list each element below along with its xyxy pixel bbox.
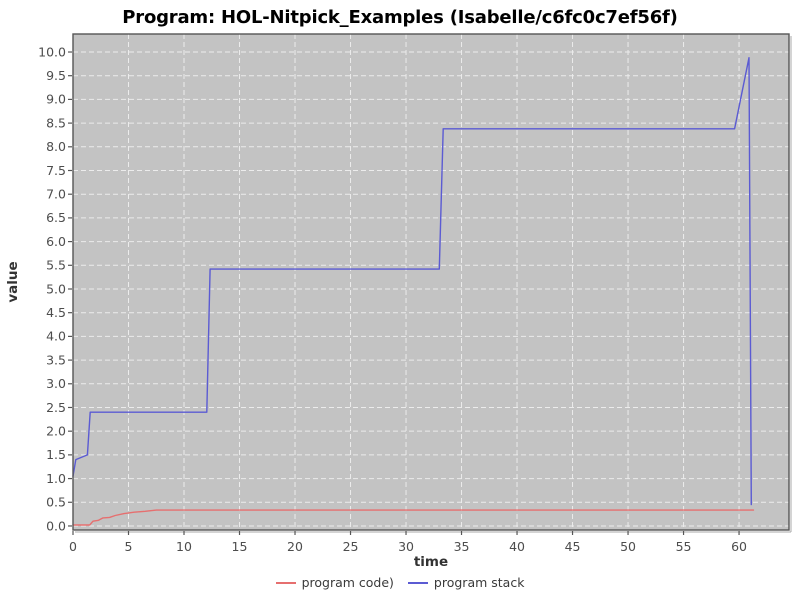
x-axis-label: time: [414, 554, 448, 570]
legend-item-program-code: program code): [275, 575, 394, 590]
y-tick-label: 0.0: [46, 518, 66, 533]
y-tick-label: 5.5: [46, 258, 66, 273]
series-line-1: [72, 57, 752, 506]
legend-item-program-stack: program stack: [407, 575, 525, 590]
legend-label-program-code: program code): [301, 575, 394, 590]
y-tick-label: 1.0: [46, 471, 66, 486]
x-tick-label: 10: [176, 539, 192, 554]
program-code-line-swatch: [275, 581, 296, 584]
y-tick-label: 1.5: [46, 447, 66, 462]
y-tick-label: 2.5: [46, 400, 66, 415]
chart-legend: program code) program stack: [0, 575, 800, 590]
x-tick-label: 5: [125, 539, 133, 554]
y-axis-label: value: [5, 261, 21, 302]
x-tick-label: 60: [731, 539, 747, 554]
y-tick-label: 7.0: [46, 186, 66, 201]
y-tick-label: 4.0: [46, 329, 66, 344]
x-tick-label: 40: [509, 539, 525, 554]
x-tick-label: 0: [69, 539, 77, 554]
x-tick-label: 25: [343, 539, 359, 554]
y-tick-label: 9.0: [46, 92, 66, 107]
series-line-0: [72, 509, 755, 526]
y-tick-label: 6.5: [46, 210, 66, 225]
chart-title: Program: HOL-Nitpick_Examples (Isabelle/…: [122, 7, 678, 28]
y-tick-label: 9.5: [46, 68, 66, 83]
y-tick-label: 8.0: [46, 139, 66, 154]
plot-background: [73, 34, 789, 530]
program-stack-line-swatch: [407, 581, 428, 584]
y-tick-label: 8.5: [46, 115, 66, 130]
x-tick-label: 45: [565, 539, 581, 554]
legend-label-program-stack: program stack: [433, 575, 525, 590]
x-tick-label: 50: [620, 539, 636, 554]
y-tick-label: 5.0: [46, 281, 66, 296]
x-tick-label: 20: [287, 539, 303, 554]
y-tick-label: 10.0: [38, 44, 66, 59]
x-tick-label: 15: [232, 539, 248, 554]
y-tick-label: 6.0: [46, 234, 66, 249]
x-tick-label: 35: [454, 539, 470, 554]
y-tick-label: 0.5: [46, 495, 66, 510]
y-tick-label: 2.0: [46, 423, 66, 438]
y-tick-label: 4.5: [46, 305, 66, 320]
plot-border: [72, 33, 790, 531]
x-tick-label: 55: [676, 539, 692, 554]
y-tick-label: 7.5: [46, 163, 66, 178]
y-tick-label: 3.5: [46, 352, 66, 367]
y-tick-label: 3.0: [46, 376, 66, 391]
x-tick-label: 30: [398, 539, 414, 554]
